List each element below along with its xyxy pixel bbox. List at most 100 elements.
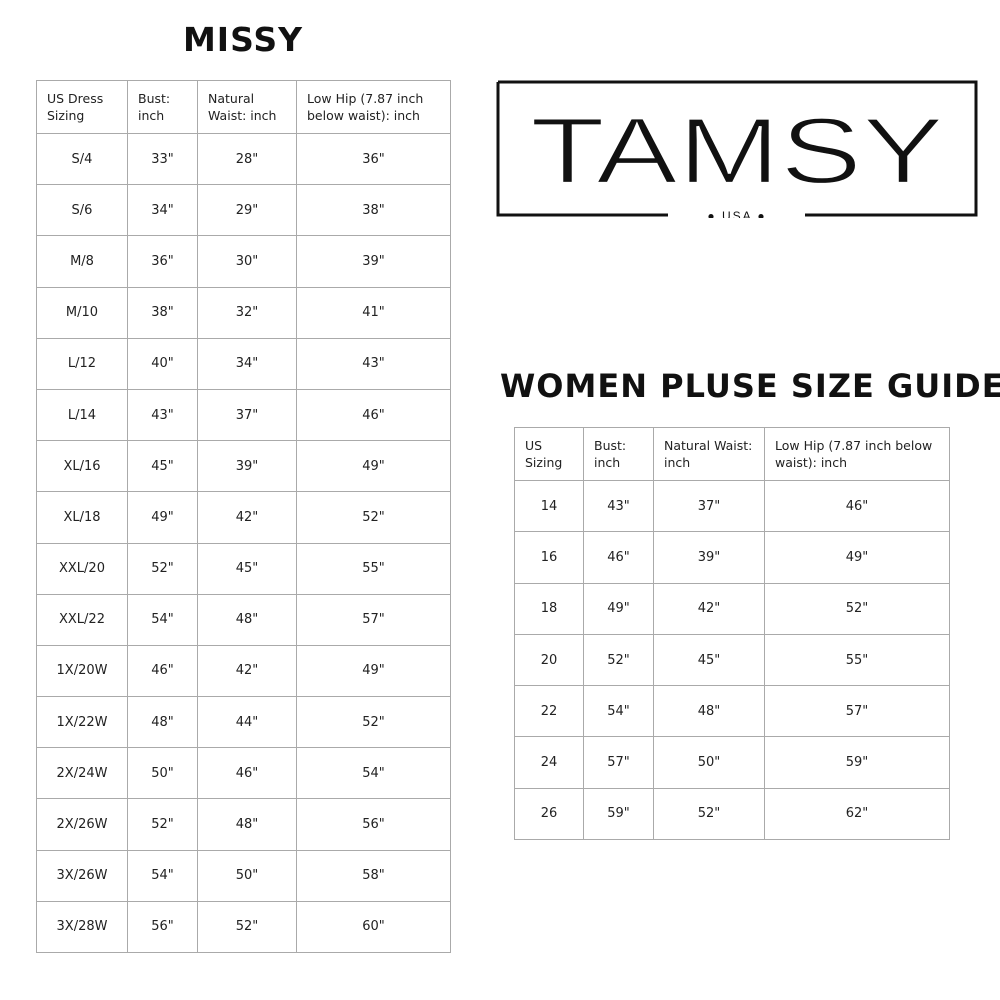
table-row: S/4 33" 28" 36" <box>36 132 451 186</box>
table-row: 22 54" 48" 57" <box>514 685 950 738</box>
table-cell: 55" <box>764 633 950 687</box>
table-cell: 48" <box>197 798 297 851</box>
table-cell: 44" <box>197 696 297 749</box>
table-row: 2X/24W 50" 46" 54" <box>36 747 451 800</box>
table-cell: 48" <box>127 696 198 749</box>
table-cell: L/12 <box>36 337 128 390</box>
table-cell: 43" <box>127 388 198 442</box>
table-cell: 59" <box>764 736 950 789</box>
table-row: S/6 34" 29" 38" <box>36 184 451 237</box>
table-cell: 20 <box>514 633 584 687</box>
column-header: Low Hip (7.87 inch below waist): inch <box>764 427 950 481</box>
table-cell: 1X/22W <box>36 696 128 749</box>
table-cell: 50" <box>127 747 198 800</box>
table-cell: 39" <box>296 235 451 288</box>
table-row: 1X/22W 48" 44" 52" <box>36 696 451 749</box>
table-cell: 36" <box>127 235 198 288</box>
table-cell: XL/18 <box>36 491 128 544</box>
table-cell: 52" <box>296 491 451 544</box>
table-cell: 22 <box>514 685 584 738</box>
table-cell: 57" <box>583 736 654 789</box>
table-cell: 49" <box>583 582 654 635</box>
header-row: US Sizing Bust: inch Natural Waist: inch Lo… <box>514 427 950 481</box>
table-cell: 43" <box>296 337 451 390</box>
table-cell: 62" <box>764 787 950 841</box>
column-header: Bust: inch <box>583 427 654 481</box>
missy-size-table: US Dress Sizing Bust: inch Natural Waist: … <box>36 80 451 954</box>
table-row: 3X/26W 54" 50" 58" <box>36 849 451 902</box>
table-cell: 52" <box>296 696 451 749</box>
table-row: L/14 43" 37" 46" <box>36 388 451 442</box>
table-cell: 24 <box>514 736 584 789</box>
table-cell: 32" <box>197 286 297 339</box>
table-cell: 42" <box>197 644 297 698</box>
column-header: US Dress Sizing <box>36 80 128 134</box>
table-cell: XL/16 <box>36 440 128 493</box>
table-cell: XXL/20 <box>36 542 128 595</box>
table-cell: 46" <box>296 388 451 442</box>
table-cell: 52" <box>127 798 198 851</box>
logo-brand-text: TAMSY <box>530 98 944 203</box>
table-cell: 41" <box>296 286 451 339</box>
table-cell: 45" <box>197 542 297 595</box>
table-cell: 40" <box>127 337 198 390</box>
table-cell: 43" <box>583 479 654 533</box>
table-cell: 48" <box>197 593 297 646</box>
table-cell: 3X/26W <box>36 849 128 902</box>
table-cell: 52" <box>197 900 297 954</box>
table-row: L/12 40" 34" 43" <box>36 337 451 390</box>
table-cell: M/10 <box>36 286 128 339</box>
table-cell: XXL/22 <box>36 593 128 646</box>
table-cell: 46" <box>197 747 297 800</box>
table-cell: 50" <box>653 736 765 789</box>
table-cell: 37" <box>653 479 765 533</box>
table-cell: 49" <box>296 440 451 493</box>
table-cell: 52" <box>653 787 765 841</box>
column-header: US Sizing <box>514 427 584 481</box>
logo-sub-text: ● USA ● <box>707 209 766 218</box>
table-row: 2X/26W 52" 48" 56" <box>36 798 451 851</box>
table-cell: 58" <box>296 849 451 902</box>
table-cell: 2X/24W <box>36 747 128 800</box>
table-cell: L/14 <box>36 388 128 442</box>
table-cell: 52" <box>583 633 654 687</box>
table-row: 24 57" 50" 59" <box>514 736 950 789</box>
table-cell: 39" <box>197 440 297 493</box>
table-cell: 60" <box>296 900 451 954</box>
table-row: 18 49" 42" 52" <box>514 582 950 635</box>
table-cell: 57" <box>764 685 950 738</box>
table-cell: 49" <box>296 644 451 698</box>
header-row: US Dress Sizing Bust: inch Natural Waist: … <box>36 80 451 134</box>
table-cell: 28" <box>197 132 297 186</box>
missy-title: MISSY <box>182 20 304 59</box>
table-cell: 46" <box>583 531 654 584</box>
table-cell: 33" <box>127 132 198 186</box>
table-cell: 45" <box>653 633 765 687</box>
table-cell: 49" <box>127 491 198 544</box>
table-cell: 50" <box>197 849 297 902</box>
table-row: 3X/28W 56" 52" 60" <box>36 900 451 954</box>
table-cell: 59" <box>583 787 654 841</box>
table-cell: 37" <box>197 388 297 442</box>
table-cell: 16 <box>514 531 584 584</box>
plus-size-table: US Sizing Bust: inch Natural Waist: inch Lo… <box>514 427 950 841</box>
table-row: M/8 36" 30" 39" <box>36 235 451 288</box>
column-header: Natural Waist: inch <box>653 427 765 481</box>
table-cell: 54" <box>583 685 654 738</box>
table-cell: S/6 <box>36 184 128 237</box>
table-cell: 2X/26W <box>36 798 128 851</box>
table-cell: 52" <box>764 582 950 635</box>
table-cell: 45" <box>127 440 198 493</box>
table-row: M/10 38" 32" 41" <box>36 286 451 339</box>
table-cell: 38" <box>296 184 451 237</box>
table-cell: 54" <box>127 593 198 646</box>
table-cell: 26 <box>514 787 584 841</box>
table-cell: 55" <box>296 542 451 595</box>
table-cell: 46" <box>127 644 198 698</box>
table-cell: 54" <box>296 747 451 800</box>
table-cell: 57" <box>296 593 451 646</box>
table-cell: 42" <box>197 491 297 544</box>
plus-size-title: WOMEN PLUSE SIZE GUIDE <box>500 367 1000 405</box>
table-cell: 46" <box>764 479 950 533</box>
table-row: XXL/20 52" 45" 55" <box>36 542 451 595</box>
